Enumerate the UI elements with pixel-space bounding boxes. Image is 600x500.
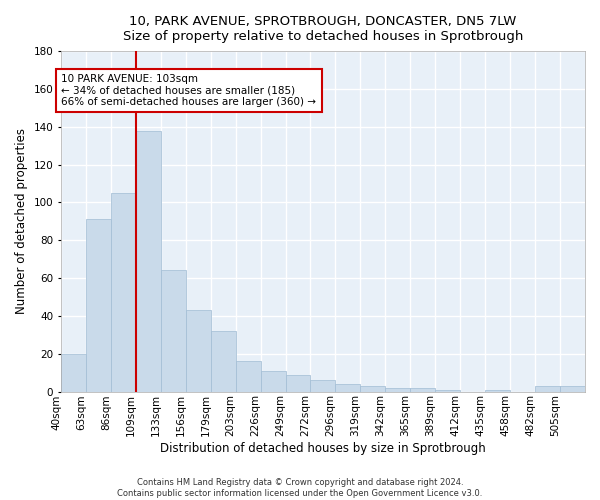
Bar [335,384,361,392]
Text: 10 PARK AVENUE: 103sqm
← 34% of detached houses are smaller (185)
66% of semi-de: 10 PARK AVENUE: 103sqm ← 34% of detached… [61,74,316,107]
Bar [61,354,86,392]
Bar [385,388,410,392]
Bar [310,380,335,392]
Bar [435,390,460,392]
Bar [485,390,510,392]
Bar [410,388,435,392]
Bar [161,270,186,392]
Y-axis label: Number of detached properties: Number of detached properties [15,128,28,314]
Bar [236,362,260,392]
Bar [211,331,236,392]
Title: 10, PARK AVENUE, SPROTBROUGH, DONCASTER, DN5 7LW
Size of property relative to de: 10, PARK AVENUE, SPROTBROUGH, DONCASTER,… [123,15,523,43]
Text: Contains HM Land Registry data © Crown copyright and database right 2024.
Contai: Contains HM Land Registry data © Crown c… [118,478,482,498]
X-axis label: Distribution of detached houses by size in Sprotbrough: Distribution of detached houses by size … [160,442,486,455]
Bar [560,386,585,392]
Bar [186,310,211,392]
Bar [361,386,385,392]
Bar [260,370,286,392]
Bar [111,193,136,392]
Bar [286,374,310,392]
Bar [535,386,560,392]
Bar [136,130,161,392]
Bar [86,220,111,392]
